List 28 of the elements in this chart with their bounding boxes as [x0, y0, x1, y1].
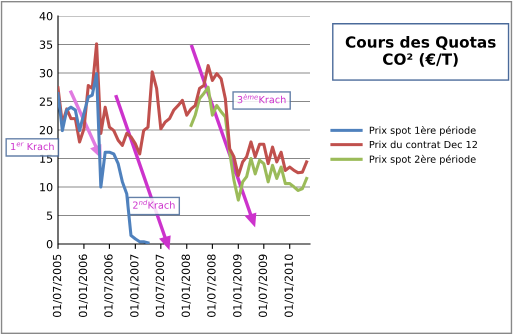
x-tick-label: 01/07/2006 [104, 254, 114, 318]
x-tick-label: 01/01/2007 [130, 254, 140, 318]
y-tick-label: 20 [40, 126, 52, 134]
text: Cours des Quotas CO² (€/T) [346, 36, 496, 67]
x-tick-label: 01/01/2006 [78, 254, 88, 318]
y-tick-label: 10 [40, 182, 52, 192]
x-tick-label: 01/07/2008 [207, 254, 216, 318]
y-tick-label: 0 [46, 240, 52, 248]
y-tick-label: 5 [46, 212, 52, 220]
y-tick-label: 40 [40, 12, 52, 20]
annotation: 2$^{nd}$Krach [133, 200, 175, 209]
y-tick-label: 30 [40, 68, 52, 78]
x-tick-label: 01/01/2008 [182, 254, 191, 318]
x-tick-label: 01/07/2005 [52, 254, 62, 318]
legend-label: Prix spot 2ère période [370, 154, 476, 165]
text: 1$^{er}$ Krach [11, 142, 54, 150]
y-tick-label: 25 [40, 97, 52, 106]
x-tick-label: 01/01/2009 [233, 254, 242, 318]
y-tick-label: 35 [40, 40, 52, 49]
x-tick-label: 01/01/2010 [284, 254, 294, 318]
line-series [190, 86, 308, 202]
y-tick-label: 15 [40, 154, 52, 163]
legend-label: Prix spot 1ère période [370, 126, 476, 136]
x-tick-label: 01/07/2007 [156, 254, 165, 318]
line-series [58, 42, 308, 178]
annotation: 3$^{ème}$Krach [238, 94, 286, 104]
legend-label: Prix du contrat Dec 12 [370, 140, 477, 148]
x-tick-label: 01/07/2009 [258, 254, 268, 318]
